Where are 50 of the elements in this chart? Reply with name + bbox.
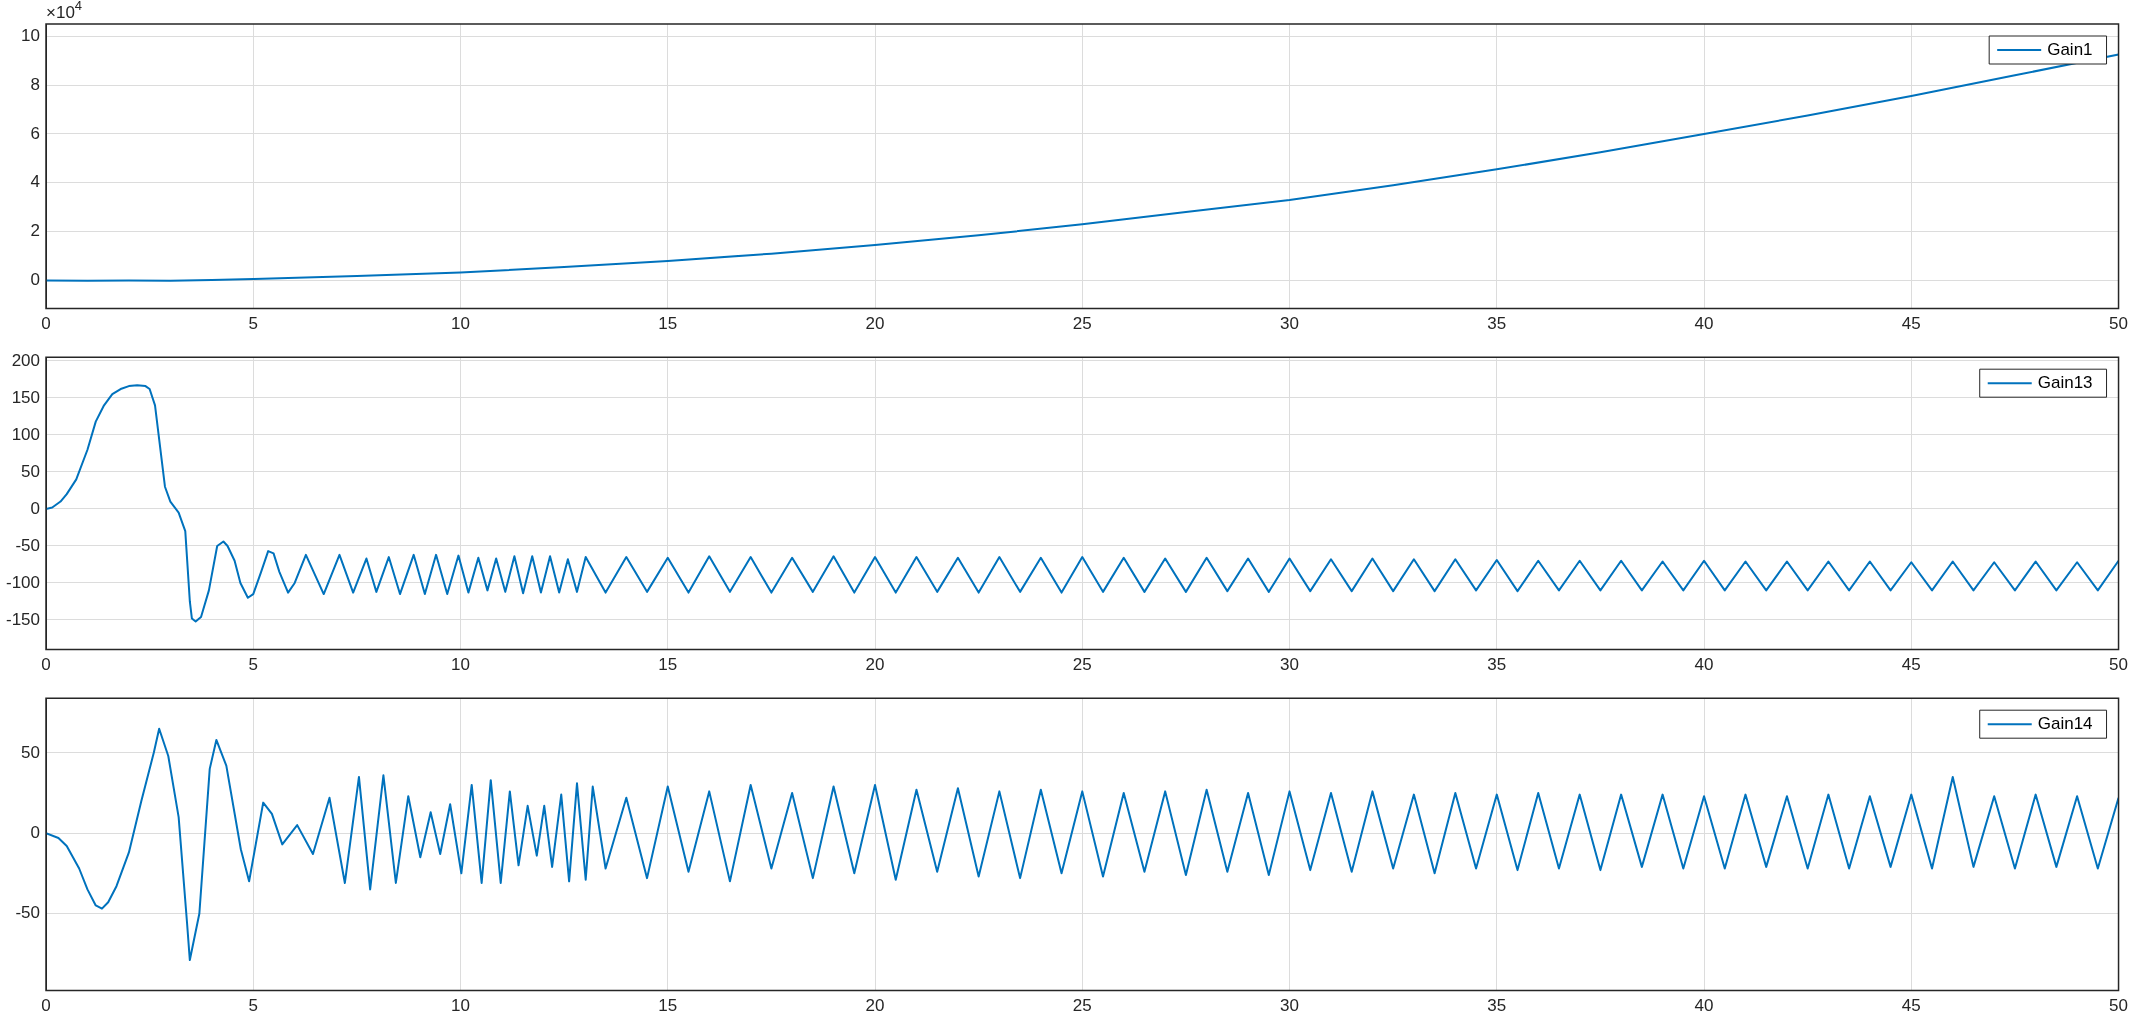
- y-tick-label: 10: [21, 25, 40, 45]
- x-tick-label: 15: [658, 655, 678, 675]
- legend-label: Gain14: [2037, 713, 2093, 733]
- x-tick-label: 50: [2109, 314, 2129, 334]
- y-tick-label: 50: [21, 742, 40, 762]
- x-tick-label: 5: [248, 655, 258, 675]
- x-tick-label: 35: [1487, 655, 1507, 675]
- legend-label: Gain13: [2037, 372, 2093, 392]
- y-tick-label: 0: [30, 822, 40, 842]
- x-tick-label: 10: [451, 314, 470, 334]
- y-tick-label: 100: [11, 424, 40, 444]
- x-tick-label: 50: [2109, 996, 2129, 1016]
- y-tick-label: 2: [30, 221, 40, 241]
- y-tick-label: -100: [5, 572, 40, 592]
- x-tick-label: 10: [451, 655, 470, 675]
- x-tick-label: 20: [865, 996, 885, 1016]
- y-tick-label: 50: [21, 461, 40, 481]
- x-tick-label: 15: [658, 314, 678, 334]
- x-tick-label: 25: [1072, 655, 1092, 675]
- x-tick-label: 15: [658, 996, 678, 1016]
- y-tick-label: 0: [30, 498, 40, 518]
- x-tick-label: 30: [1280, 996, 1299, 1016]
- x-tick-label: 40: [1694, 996, 1714, 1016]
- x-tick-label: 35: [1487, 314, 1507, 334]
- y-tick-label: 150: [11, 387, 40, 407]
- x-tick-label: 50: [2109, 655, 2129, 675]
- y-tick-label: 200: [11, 350, 40, 370]
- legend-label: Gain1: [2047, 39, 2093, 59]
- x-tick-label: 45: [1901, 314, 1921, 334]
- y-tick-label: 8: [30, 74, 40, 94]
- x-tick-label: 20: [865, 314, 885, 334]
- x-tick-label: 30: [1280, 314, 1299, 334]
- x-tick-label: 25: [1072, 996, 1092, 1016]
- y-tick-label: -150: [5, 609, 40, 629]
- y-tick-label: 6: [30, 123, 40, 143]
- y-tick-label: 0: [30, 270, 40, 290]
- y-tick-label: -50: [15, 535, 40, 555]
- y-tick-label: 4: [30, 172, 40, 192]
- x-tick-label: 40: [1694, 314, 1714, 334]
- x-tick-label: 25: [1072, 314, 1092, 334]
- x-tick-label: 10: [451, 996, 470, 1016]
- x-tick-label: 40: [1694, 655, 1714, 675]
- y-tick-label: -50: [15, 903, 40, 923]
- x-tick-label: 30: [1280, 655, 1299, 675]
- x-tick-label: 5: [248, 314, 258, 334]
- x-tick-label: 45: [1901, 996, 1921, 1016]
- x-tick-label: 45: [1901, 655, 1921, 675]
- x-tick-label: 20: [865, 655, 885, 675]
- x-tick-label: 5: [248, 996, 258, 1016]
- x-tick-label: 35: [1487, 996, 1507, 1016]
